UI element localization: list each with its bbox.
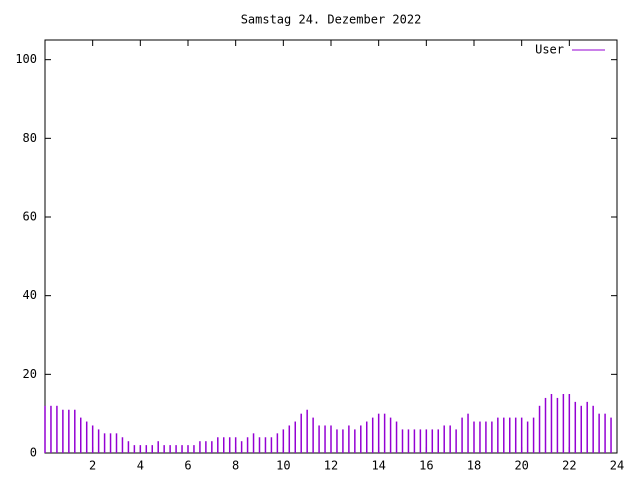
x-tick-label: 18 (467, 459, 481, 473)
y-tick-label: 20 (23, 367, 37, 381)
x-tick-label: 2 (89, 459, 96, 473)
chart-title: Samstag 24. Dezember 2022 (241, 13, 422, 27)
y-tick-label: 0 (30, 446, 37, 460)
y-tick-label: 100 (15, 52, 37, 66)
x-tick-label: 22 (562, 459, 576, 473)
x-tick-label: 10 (276, 459, 290, 473)
legend-label: User (535, 43, 564, 57)
x-tick-label: 20 (514, 459, 528, 473)
x-tick-label: 4 (137, 459, 144, 473)
x-tick-label: 8 (232, 459, 239, 473)
y-tick-label: 80 (23, 131, 37, 145)
x-tick-label: 14 (371, 459, 385, 473)
x-tick-label: 16 (419, 459, 433, 473)
y-tick-label: 60 (23, 210, 37, 224)
x-tick-label: 24 (610, 459, 624, 473)
x-tick-label: 12 (324, 459, 338, 473)
plot-frame (44, 39, 618, 454)
y-tick-label: 40 (23, 288, 37, 302)
x-tick-label: 6 (184, 459, 191, 473)
